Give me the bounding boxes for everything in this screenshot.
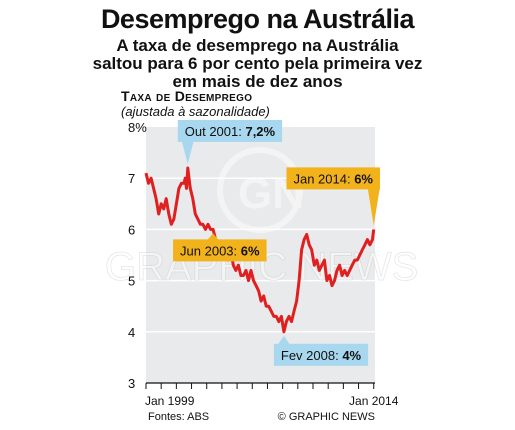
credit-note: © GRAPHIC NEWS	[278, 411, 375, 423]
callout-pointer	[181, 140, 194, 164]
y-tick-label: 8%	[128, 120, 147, 135]
x-axis: Jan 1999 Jan 2014	[145, 382, 399, 408]
source-note: Fontes: ABS	[148, 411, 209, 423]
annotation-callout: Jun 2003: 6%	[173, 233, 267, 262]
callout-box	[286, 167, 380, 190]
annotation-label: Jun 2003: 6%	[180, 243, 260, 258]
chart-title: Taxa de Desemprego	[121, 88, 253, 104]
annotation-label: Jan 2014: 6%	[293, 171, 373, 186]
callout-pointer	[207, 233, 220, 241]
y-tick-label: 7	[128, 171, 135, 186]
page-title: Desemprego na Austrália	[100, 4, 415, 34]
callout-pointer	[277, 335, 290, 345]
y-axis-ticks: 3 4 5 6 7 8%	[128, 120, 147, 391]
annotation-label: Out 2001: 7,2%	[185, 124, 276, 139]
callout-box	[177, 119, 283, 142]
callout-box	[173, 239, 267, 262]
y-tick-label: 5	[128, 274, 135, 289]
callout-pointer	[367, 188, 380, 226]
annotation-label: Fev 2008: 4%	[281, 348, 362, 363]
y-tick-label: 3	[128, 376, 135, 391]
page-subtitle: A taxa de desemprego na Austrália saltou…	[92, 36, 423, 91]
y-tick-label: 4	[128, 325, 135, 340]
chart-subtitle: (ajustada à sazonalidade)	[121, 104, 270, 119]
callout-box	[273, 343, 369, 366]
annotation-callout: Fev 2008: 4%	[273, 335, 369, 366]
x-tick-label: Jan 2014	[349, 394, 399, 408]
y-tick-label: 6	[128, 222, 135, 237]
annotations: Out 2001: 7,2% Jun 2003: 6% Fev 2008: 4% Ja…	[173, 119, 380, 366]
annotation-callout: Out 2001: 7,2%	[177, 119, 283, 164]
series-line	[144, 166, 376, 334]
annotation-callout: Jan 2014: 6%	[286, 167, 380, 226]
x-tick-label: Jan 1999	[145, 394, 195, 408]
